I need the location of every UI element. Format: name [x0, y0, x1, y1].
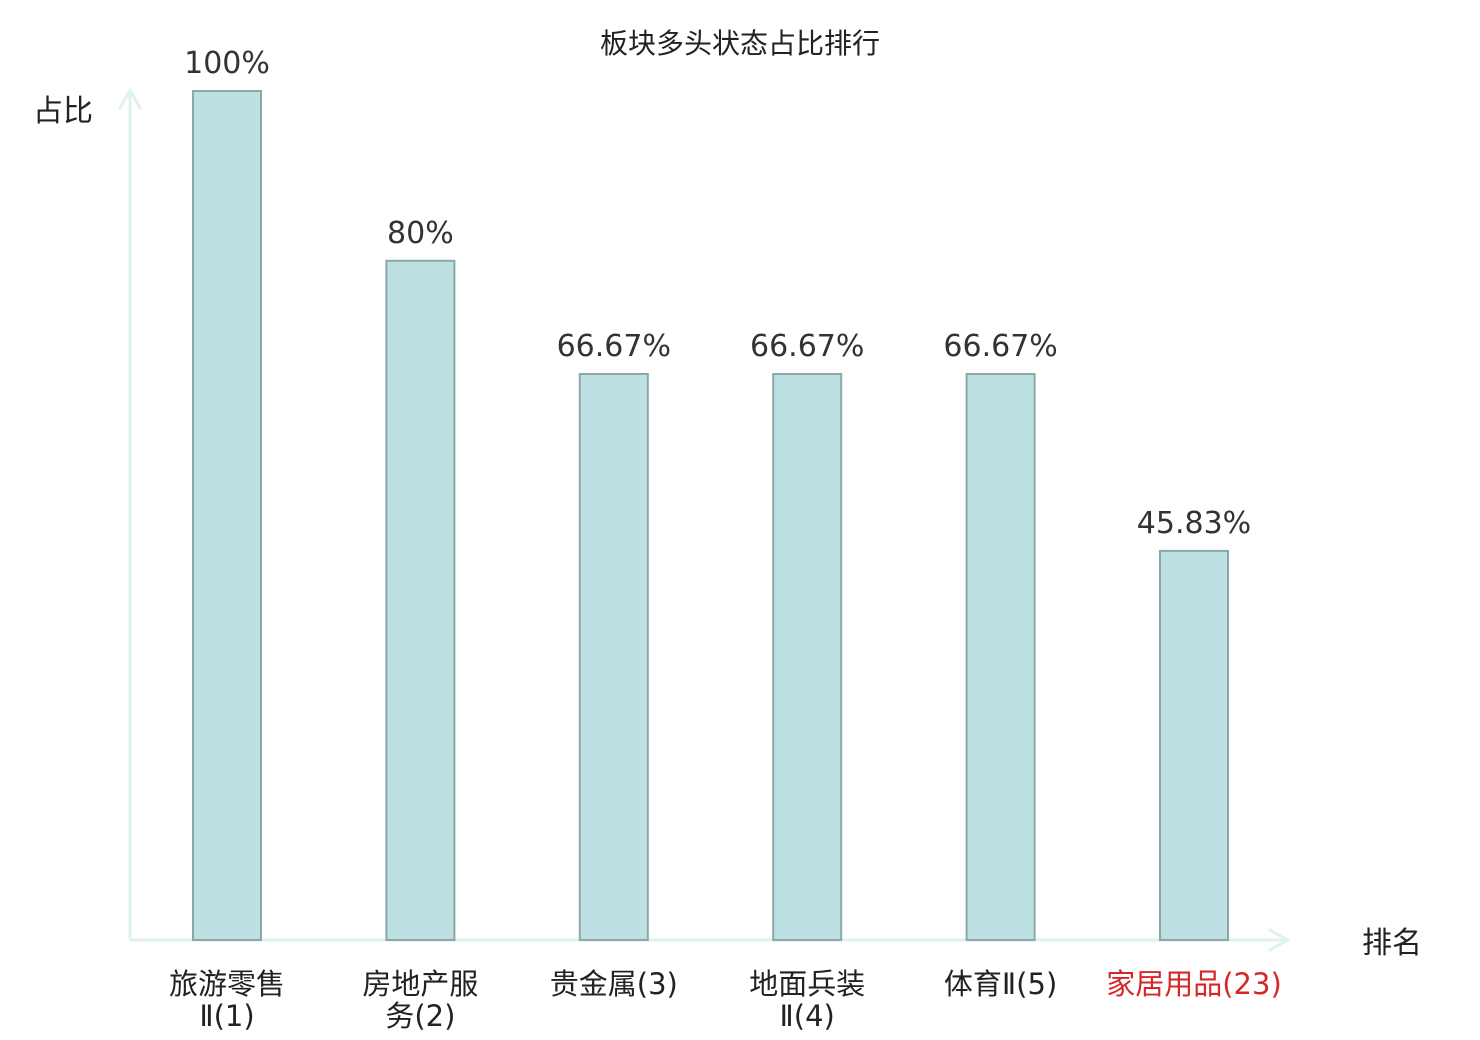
category-label-4-line-1: 地面兵装: [749, 967, 865, 1001]
category-label-2-line-2: 务(2): [385, 999, 455, 1033]
bars-group: [192, 90, 1229, 942]
category-label-6: 家居用品(23): [1106, 967, 1282, 1001]
category-label-1-line-2: Ⅱ(1): [199, 999, 254, 1033]
bar-3: [578, 373, 649, 941]
category-label-4-line-2: Ⅱ(4): [780, 999, 835, 1033]
category-label-3: 贵金属(3): [550, 967, 678, 1001]
bar-2: [385, 259, 456, 941]
value-label-6: 45.83%: [1137, 506, 1251, 541]
value-label-2: 80%: [387, 216, 454, 251]
x-axis-arrow: [1268, 928, 1290, 952]
y-axis-arrow: [118, 88, 142, 110]
value-label-1: 100%: [184, 46, 270, 81]
category-label-5: 体育Ⅱ(5): [944, 967, 1057, 1001]
category-label-2-line-1: 房地产服: [362, 967, 478, 1001]
value-label-4: 66.67%: [750, 329, 864, 364]
bar-1: [192, 90, 262, 941]
x-axis-label: 排名: [1362, 926, 1422, 961]
value-label-5: 66.67%: [943, 329, 1057, 364]
axes: [118, 88, 1290, 952]
bar-5: [965, 373, 1036, 941]
y-axis-label: 占比: [33, 94, 93, 129]
bar-4: [772, 373, 843, 941]
value-labels-group: 100% 80% 66.67% 66.67% 66.67% 45.83%: [184, 46, 1251, 541]
chart-title: 板块多头状态占比排行: [600, 27, 880, 60]
value-label-3: 66.67%: [557, 329, 671, 364]
bar-6: [1159, 549, 1229, 942]
category-label-1-line-1: 旅游零售: [169, 967, 285, 1001]
